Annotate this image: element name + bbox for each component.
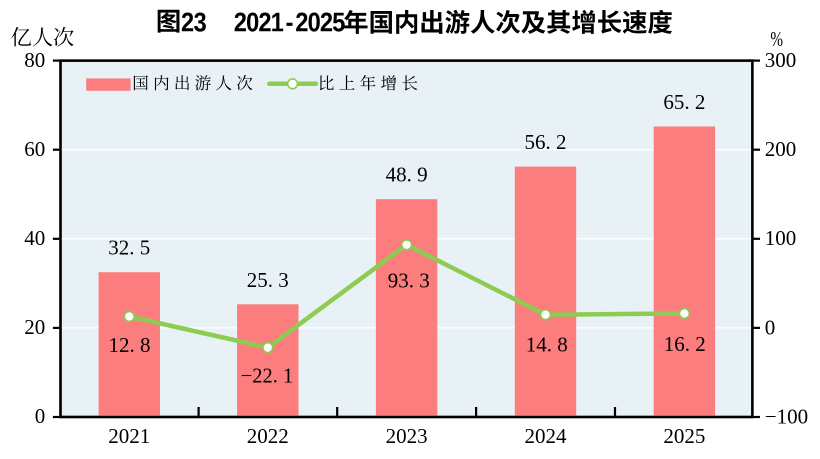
svg-text:2024: 2024 bbox=[525, 424, 568, 448]
svg-text:25. 3: 25. 3 bbox=[247, 268, 289, 292]
svg-text:300: 300 bbox=[765, 48, 797, 72]
svg-text:20: 20 bbox=[24, 315, 45, 339]
svg-text:0: 0 bbox=[765, 315, 776, 339]
svg-text:2021: 2021 bbox=[108, 424, 150, 448]
svg-text:14. 8: 14. 8 bbox=[526, 333, 568, 357]
svg-text:2022: 2022 bbox=[247, 424, 289, 448]
svg-text:93. 3: 93. 3 bbox=[388, 269, 430, 293]
svg-text:2023: 2023 bbox=[386, 424, 428, 448]
svg-text:60: 60 bbox=[24, 137, 45, 161]
svg-text:65. 2: 65. 2 bbox=[663, 90, 705, 114]
svg-text:12. 8: 12. 8 bbox=[109, 333, 151, 357]
svg-text:40: 40 bbox=[24, 226, 45, 250]
svg-text:−100: −100 bbox=[765, 404, 808, 428]
svg-text:16. 2: 16. 2 bbox=[664, 332, 706, 356]
svg-text:2025: 2025 bbox=[663, 424, 705, 448]
svg-text:200: 200 bbox=[765, 137, 797, 161]
svg-text:100: 100 bbox=[765, 226, 797, 250]
svg-text:32. 5: 32. 5 bbox=[108, 236, 150, 260]
svg-text:−22. 1: −22. 1 bbox=[241, 364, 294, 388]
svg-text:%: % bbox=[770, 27, 783, 51]
svg-text:48. 9: 48. 9 bbox=[386, 163, 428, 187]
svg-text:80: 80 bbox=[24, 48, 45, 72]
svg-text:56. 2: 56. 2 bbox=[525, 130, 567, 154]
svg-text:0: 0 bbox=[35, 404, 46, 428]
